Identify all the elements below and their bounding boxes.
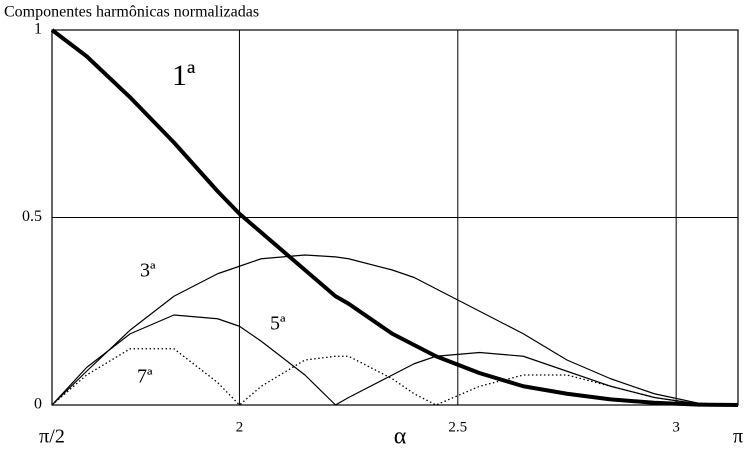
series-label: 1ª bbox=[172, 59, 196, 92]
x-tick-label: 2 bbox=[236, 419, 244, 435]
series-label: 5ª bbox=[270, 313, 286, 335]
series-line bbox=[51, 254, 739, 406]
series-label: 3ª bbox=[140, 260, 156, 282]
x-tick-label: 3 bbox=[672, 419, 680, 435]
series-label: 7ª bbox=[137, 366, 153, 388]
y-tick-label: 1 bbox=[34, 21, 42, 38]
series-line bbox=[51, 348, 739, 406]
series-line bbox=[51, 314, 739, 406]
chart-title: Componentes harmônicas normalizadas bbox=[4, 4, 259, 21]
series-line bbox=[50, 28, 739, 407]
x-tick-label: π/2 bbox=[39, 426, 65, 448]
y-tick-label: 0.5 bbox=[22, 208, 42, 225]
x-axis-label: α bbox=[394, 424, 407, 450]
y-tick-label: 0 bbox=[34, 396, 42, 413]
x-tick-label: π bbox=[733, 426, 743, 448]
x-tick-label: 2.5 bbox=[448, 419, 467, 435]
